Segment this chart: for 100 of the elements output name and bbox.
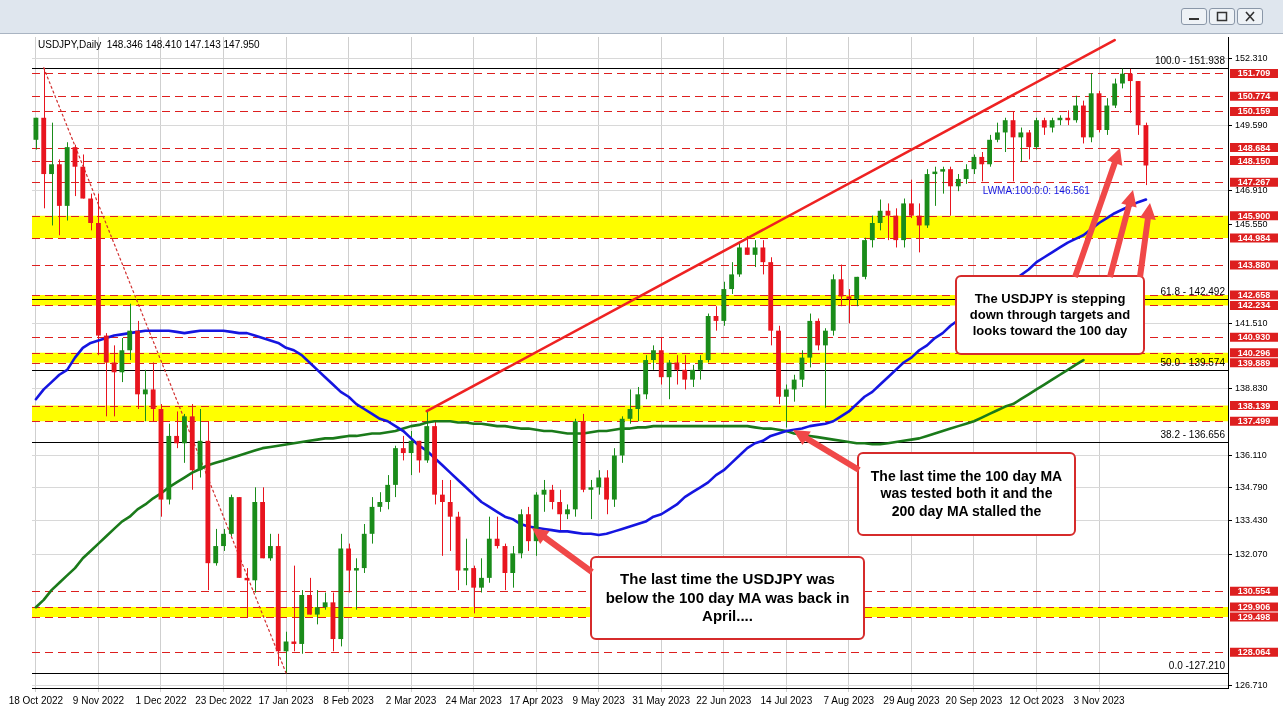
annotation: 38.2 - 136.656 (1160, 428, 1226, 440)
candlestick (635, 386, 641, 422)
candlestick (963, 163, 969, 185)
candlestick (221, 528, 226, 552)
candlestick (783, 384, 789, 429)
candlestick (940, 166, 946, 195)
candlestick (314, 589, 320, 625)
x-tick-label: 22 Jun 2023 (696, 694, 752, 706)
callout: The USDJPY is stepping down through targets and looks toward the 100 day (955, 275, 1145, 355)
annotation: The last time the 100 day MA was tested both it and the 200 day MA stalled the (869, 467, 1064, 521)
annotation: The last time the USDJPY was below the 100 day MA was back in April.... (604, 569, 851, 627)
ref-line-label: 150.774 (1237, 91, 1271, 102)
x-tick-label: 9 Nov 2022 (72, 694, 125, 706)
candlestick (1002, 117, 1008, 153)
candlestick (127, 303, 133, 361)
y-tick-label: 136.110 (1235, 449, 1267, 460)
y-tick-label: 126.710 (1235, 679, 1268, 690)
candlestick (994, 122, 1000, 143)
ref-line-label: 142.658 (1237, 289, 1271, 300)
candlestick (596, 469, 602, 496)
candlestick (49, 122, 54, 226)
candlestick (479, 557, 484, 594)
x-tick-label: 17 Jan 2023 (258, 694, 315, 706)
candlestick (33, 117, 39, 151)
x-tick-label: 18 Oct 2022 (8, 694, 64, 706)
ref-line-label: 143.880 (1237, 260, 1271, 271)
candlestick (385, 474, 391, 510)
annotation: 0.0 -127.210 (1168, 659, 1226, 671)
candlestick (744, 235, 750, 256)
chart-title: USDJPY,Daily 148.346 148.410 147.143 147.950 (38, 38, 261, 50)
x-tick-label: 1 Dec 2022 (135, 694, 187, 706)
ref-line-label: 148.150 (1237, 155, 1271, 166)
x-tick-label: 8 Feb 2023 (323, 694, 375, 706)
candlestick (604, 469, 609, 515)
candlestick (854, 276, 860, 307)
ref-line-label: 130.554 (1237, 586, 1271, 597)
candlestick (557, 489, 563, 532)
ref-line-label: 128.064 (1237, 647, 1271, 658)
ref-line-label: 148.684 (1237, 142, 1271, 153)
annotation: 100.0 - 151.938 (1154, 54, 1226, 66)
text: LWMA:100:0:0: 146.561 (982, 185, 1091, 197)
x-tick-label: 7 Aug 2023 (823, 694, 875, 706)
annotation: The USDJPY is stepping down through targets and looks toward the 100 day (968, 290, 1132, 340)
candlestick (494, 516, 500, 549)
y-tick-label: 146.910 (1235, 185, 1268, 196)
ref-line-label: 140.296 (1237, 347, 1271, 358)
ref-line-label: 150.159 (1237, 106, 1271, 117)
candlestick (408, 430, 414, 476)
annotation: 61.8 - 142.492 (1160, 285, 1226, 297)
candlestick (439, 479, 445, 557)
candlestick (1018, 127, 1024, 163)
ref-line-label: 138.139 (1237, 400, 1271, 411)
candlestick (377, 491, 383, 513)
candlestick (823, 327, 828, 409)
x-tick-label: 3 Nov 2023 (1073, 694, 1126, 706)
candlestick (1073, 95, 1078, 124)
candlestick (1120, 68, 1125, 89)
candlestick (447, 479, 453, 552)
y-tick-label: 133.430 (1235, 515, 1268, 526)
callout: The last time the 100 day MA was tested both it and the 200 day MA stalled the (857, 452, 1076, 536)
x-tick-label: 12 Oct 2023 (1009, 694, 1065, 706)
candlestick (729, 261, 735, 295)
ref-line-label: 129.906 (1237, 602, 1271, 613)
candlestick (463, 538, 469, 586)
candlestick (791, 374, 797, 403)
y-tick-label: 134.790 (1235, 482, 1268, 493)
candlestick (869, 215, 875, 248)
y-tick-label: 152.310 (1235, 53, 1268, 64)
x-tick-label: 17 Apr 2023 (509, 694, 564, 706)
candlestick (510, 545, 516, 589)
candlestick (877, 199, 883, 231)
x-tick-label: 14 Jul 2023 (760, 694, 813, 706)
y-tick-label: 138.830 (1235, 383, 1268, 394)
x-tick-label: 23 Dec 2022 (195, 694, 253, 706)
y-tick-label: 149.590 (1235, 119, 1268, 130)
ref-line-label: 145.900 (1237, 210, 1271, 221)
candlestick (119, 337, 125, 383)
y-tick-label: 145.550 (1235, 218, 1268, 229)
ref-line-label: 147.267 (1237, 177, 1271, 188)
x-tick-label: 29 Aug 2023 (883, 694, 940, 706)
ref-line-label: 139.889 (1237, 357, 1271, 368)
candlestick (268, 533, 273, 562)
x-tick-label: 9 May 2023 (572, 694, 626, 706)
candlestick (213, 528, 219, 567)
ref-line-label: 142.234 (1237, 300, 1271, 311)
candlestick (588, 479, 594, 520)
ref-line-label: 151.709 (1237, 68, 1271, 79)
x-tick-label: 24 Mar 2023 (445, 694, 503, 706)
x-tick-label: 20 Sep 2023 (945, 694, 1003, 706)
callout: The last time the USDJPY was below the 100 day MA was back in April.... (590, 556, 865, 640)
candlestick (549, 484, 555, 510)
x-tick-label: 31 May 2023 (632, 694, 691, 706)
annotation: 50.0 - 139.574 (1160, 357, 1226, 369)
candlestick (400, 435, 406, 461)
candlestick (651, 344, 656, 371)
candlestick (666, 359, 672, 400)
ref-line-label: 144.984 (1237, 233, 1271, 244)
candlestick (697, 354, 703, 381)
x-tick-label: 2 Mar 2023 (385, 694, 437, 706)
candlestick (690, 364, 695, 388)
